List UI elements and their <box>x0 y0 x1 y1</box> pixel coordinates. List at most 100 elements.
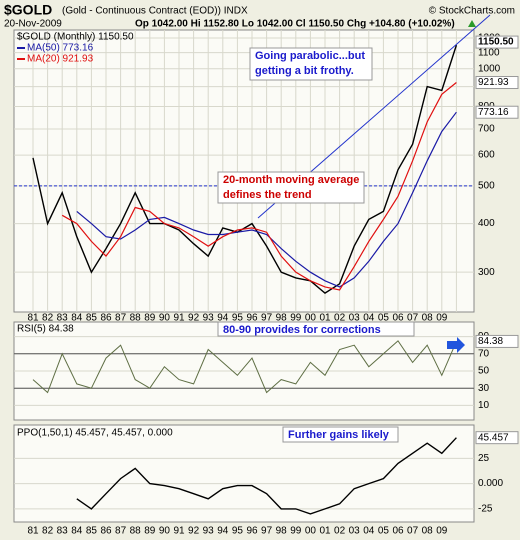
annotation-text: defines the trend <box>223 189 312 201</box>
x-tick-label: 95 <box>232 313 244 324</box>
y-tick-label: 1100 <box>478 47 500 58</box>
date: 20-Nov-2009 <box>4 19 62 30</box>
x-tick-label: 03 <box>349 313 361 324</box>
x-tick-label: 04 <box>363 313 375 324</box>
x-tick-label: 99 <box>290 313 302 324</box>
x-tick-label: 82 <box>42 526 54 537</box>
x-tick-label: 85 <box>86 313 98 324</box>
x-tick-label: 90 <box>159 313 171 324</box>
annotation-layer: Going parabolic...but getting a bit froth… <box>217 47 415 443</box>
end-label-box <box>475 334 519 348</box>
x-tick-label: 84 <box>71 526 83 537</box>
copyright: © StockCharts.com <box>429 6 515 17</box>
y-tick-label: 500 <box>478 181 495 192</box>
x-tick-label: 03 <box>349 526 361 537</box>
end-label: 1150.50 <box>478 37 514 48</box>
x-tick-label: 89 <box>144 526 156 537</box>
x-tick-label: 97 <box>261 313 273 324</box>
x-tick-label: 89 <box>144 313 156 324</box>
x-tick-label: 02 <box>334 313 346 324</box>
x-tick-label: 08 <box>422 313 434 324</box>
x-tick-label: 02 <box>334 526 346 537</box>
annotation-box <box>282 426 399 443</box>
x-tick-label: 81 <box>27 313 39 324</box>
x-tick-label: 83 <box>57 526 69 537</box>
x-tick-label: 07 <box>407 313 419 324</box>
x-tick-label: 91 <box>173 313 185 324</box>
x-tick-label: 95 <box>232 526 244 537</box>
x-tick-label: 09 <box>436 313 448 324</box>
legend-entry: RSI(5) 84.38 <box>17 324 74 335</box>
x-tick-label: 93 <box>203 526 215 537</box>
annotation-box <box>249 47 373 81</box>
series-line <box>76 437 457 515</box>
end-label-box <box>475 105 519 119</box>
x-tick-label: 98 <box>276 526 288 537</box>
x-tick-label: 92 <box>188 313 200 324</box>
legend-entry: PPO(1,50,1) 45.457, 45.457, 0.000 <box>17 428 173 439</box>
annotation-text: Further gains likely <box>288 429 390 441</box>
series-line <box>32 340 457 394</box>
end-label: 84.38 <box>478 336 503 347</box>
x-tick-label: 00 <box>305 526 317 537</box>
y-tick-label: 0.000 <box>478 478 503 489</box>
x-tick-label: 99 <box>290 526 302 537</box>
y-tick-label: 600 <box>478 150 495 161</box>
y-tick-label: 25 <box>478 453 490 464</box>
x-tick-label: 94 <box>217 313 229 324</box>
x-tick-label: 81 <box>27 526 39 537</box>
series-line <box>76 111 457 288</box>
x-tick-label: 88 <box>130 313 142 324</box>
y-tick-label: -25 <box>478 504 493 515</box>
x-tick-label: 96 <box>246 526 258 537</box>
annotation-text: getting a bit frothy. <box>255 65 354 77</box>
annotation-text: 80-90 provides for corrections <box>223 324 381 336</box>
x-tick-label: 08 <box>422 526 434 537</box>
symbol: $GOLD <box>4 2 52 18</box>
annotation-box <box>217 171 365 204</box>
annotation-text: Going parabolic...but <box>255 50 365 62</box>
legend-entry: $GOLD (Monthly) 1150.50 <box>17 32 134 43</box>
x-tick-label: 86 <box>100 313 112 324</box>
y-tick-label: 400 <box>478 218 495 229</box>
x-tick-label: 85 <box>86 526 98 537</box>
x-tick-label: 94 <box>217 526 229 537</box>
x-tick-label: 87 <box>115 313 127 324</box>
x-tick-label: 97 <box>261 526 273 537</box>
x-tick-label: 83 <box>57 313 69 324</box>
x-tick-label: 07 <box>407 526 419 537</box>
x-tick-label: 90 <box>159 526 171 537</box>
y-tick-label: 700 <box>478 124 495 135</box>
x-tick-label: 92 <box>188 526 200 537</box>
y-tick-label: 1000 <box>478 63 501 74</box>
end-label: 773.16 <box>478 107 509 118</box>
y-tick-label: 10 <box>478 400 490 411</box>
end-label-box <box>475 76 519 90</box>
x-tick-label: 98 <box>276 313 288 324</box>
quote: Op 1042.00 Hi 1152.80 Lo 1042.00 Cl 1150… <box>135 19 455 30</box>
end-label: 45.457 <box>478 432 509 443</box>
annotation-box <box>217 321 415 337</box>
description: (Gold - Continuous Contract (EOD)) INDX <box>62 6 248 17</box>
x-tick-label: 82 <box>42 313 54 324</box>
up-arrow <box>468 20 476 27</box>
x-tick-label: 91 <box>173 526 185 537</box>
x-tick-label: 86 <box>100 526 112 537</box>
y-tick-label: 50 <box>478 366 490 377</box>
y-tick-label: 70 <box>478 348 490 359</box>
x-tick-label: 06 <box>392 313 404 324</box>
x-tick-label: 88 <box>130 526 142 537</box>
y-tick-label: 30 <box>478 383 490 394</box>
end-label-box <box>475 35 519 49</box>
legend-entry: MA(50) 773.16 <box>27 43 94 54</box>
x-tick-label: 01 <box>319 526 331 537</box>
x-tick-label: 84 <box>71 313 83 324</box>
x-tick-label: 01 <box>319 313 331 324</box>
x-tick-label: 09 <box>436 526 448 537</box>
legend-entry: MA(20) 921.93 <box>27 54 94 65</box>
x-tick-label: 05 <box>378 313 390 324</box>
series-line <box>32 44 458 294</box>
x-tick-label: 96 <box>246 313 258 324</box>
end-label-box <box>475 431 519 445</box>
